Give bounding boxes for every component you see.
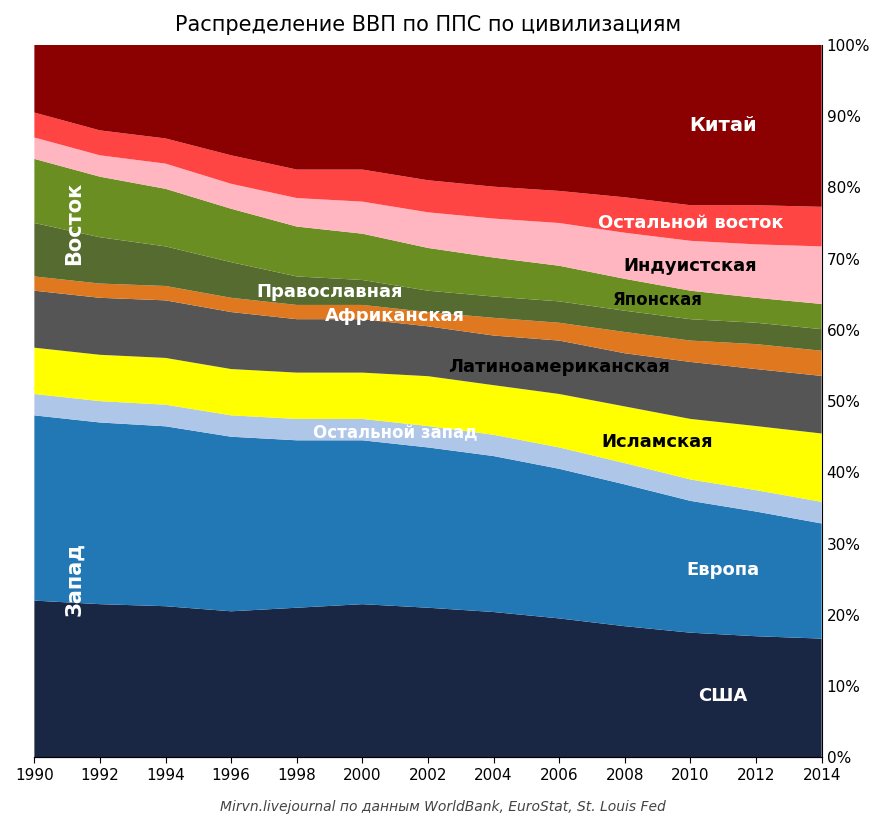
Text: Восток: Восток	[64, 181, 84, 264]
Text: Исламская: Исламская	[602, 433, 713, 451]
Text: Индуистская: Индуистская	[624, 257, 758, 275]
Text: Mirvn.livejournal по данным WorldBank, EuroStat, St. Louis Fed: Mirvn.livejournal по данным WorldBank, E…	[219, 800, 666, 814]
Text: Латиноамериканская: Латиноамериканская	[449, 358, 670, 376]
Text: Японская: Японская	[612, 291, 703, 309]
Text: Запад: Запад	[64, 543, 84, 617]
Text: Православная: Православная	[257, 283, 403, 301]
Text: Китай: Китай	[689, 116, 757, 135]
Text: Остальной восток: Остальной восток	[597, 214, 783, 232]
Title: Распределение ВВП по ППС по цивилизациям: Распределение ВВП по ППС по цивилизациям	[175, 15, 681, 35]
Text: Европа: Европа	[687, 561, 760, 579]
Text: США: США	[698, 687, 748, 705]
Text: Остальной запад: Остальной запад	[313, 424, 477, 442]
Text: Африканская: Африканская	[325, 307, 466, 325]
